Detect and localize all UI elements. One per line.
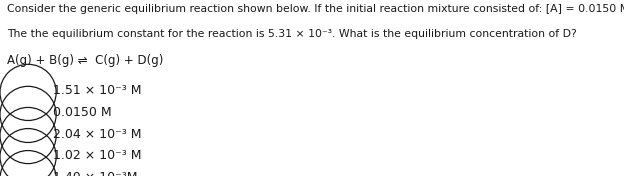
Text: 1.51 × 10⁻³ M: 1.51 × 10⁻³ M [53, 84, 142, 98]
Text: The the equilibrium constant for the reaction is 5.31 × 10⁻³. What is the equili: The the equilibrium constant for the rea… [7, 29, 577, 39]
Text: 2.04 × 10⁻³ M: 2.04 × 10⁻³ M [53, 128, 142, 141]
Text: 1.02 × 10⁻³ M: 1.02 × 10⁻³ M [53, 149, 142, 162]
Text: Consider the generic equilibrium reaction shown below. If the initial reaction m: Consider the generic equilibrium reactio… [7, 4, 624, 14]
Text: 1.40 × 10⁻³M: 1.40 × 10⁻³M [53, 171, 137, 176]
Text: A(g) + B(g) ⇌  C(g) + D(g): A(g) + B(g) ⇌ C(g) + D(g) [7, 54, 164, 67]
Text: 0.0150 M: 0.0150 M [53, 106, 112, 120]
